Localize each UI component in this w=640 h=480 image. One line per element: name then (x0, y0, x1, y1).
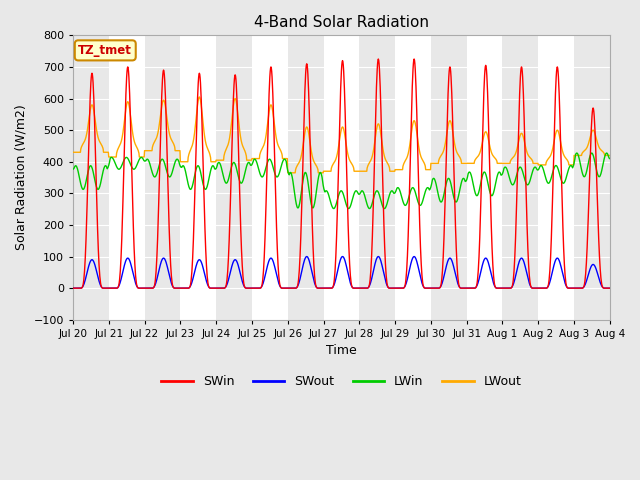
Bar (467, 36, 502, 320)
LWin (425, 186, 433, 192)
LWin (573, 150, 580, 156)
Text: TZ_tmet: TZ_tmet (78, 44, 132, 57)
Bar (610, 36, 640, 320)
SWout (175, 285, 183, 291)
Line: LWout: LWout (73, 97, 609, 173)
Title: 4-Band Solar Radiation: 4-Band Solar Radiation (254, 15, 429, 30)
Bar (180, 36, 216, 320)
LWout (605, 153, 613, 158)
SWin (495, 285, 502, 291)
SWout (303, 253, 310, 259)
LWout (425, 167, 433, 172)
SWout (69, 285, 77, 291)
LWin (248, 161, 256, 167)
SWout (495, 285, 502, 291)
LWout (543, 159, 550, 165)
SWin (425, 285, 433, 291)
SWout (605, 285, 613, 291)
LWout (284, 170, 292, 176)
SWin (188, 263, 196, 268)
SWout (542, 285, 550, 291)
Line: LWin: LWin (73, 153, 609, 208)
Bar (538, 36, 574, 320)
Bar (252, 36, 288, 320)
LWin (495, 169, 502, 175)
Bar (395, 36, 431, 320)
LWin (542, 176, 550, 182)
SWin (605, 285, 613, 291)
SWin (542, 285, 550, 291)
Line: SWout: SWout (73, 256, 609, 288)
SWout (248, 285, 256, 291)
LWin (605, 156, 613, 161)
SWin (374, 56, 382, 62)
LWin (69, 166, 77, 172)
Legend: SWin, SWout, LWin, LWout: SWin, SWout, LWin, LWout (156, 370, 527, 393)
LWout (195, 94, 203, 100)
SWin (248, 285, 256, 291)
SWin (69, 285, 77, 291)
X-axis label: Time: Time (326, 344, 356, 357)
SWout (188, 278, 196, 284)
LWin (175, 160, 183, 166)
LWout (175, 148, 183, 154)
LWout (69, 149, 77, 155)
LWout (188, 143, 196, 148)
Y-axis label: Solar Radiation (W/m2): Solar Radiation (W/m2) (15, 105, 28, 251)
Bar (323, 36, 359, 320)
Line: SWin: SWin (73, 59, 609, 288)
SWin (175, 285, 183, 291)
LWin (188, 183, 196, 189)
Bar (109, 36, 145, 320)
SWout (425, 285, 433, 291)
LWin (380, 205, 388, 211)
LWout (249, 156, 257, 161)
LWout (495, 160, 503, 166)
